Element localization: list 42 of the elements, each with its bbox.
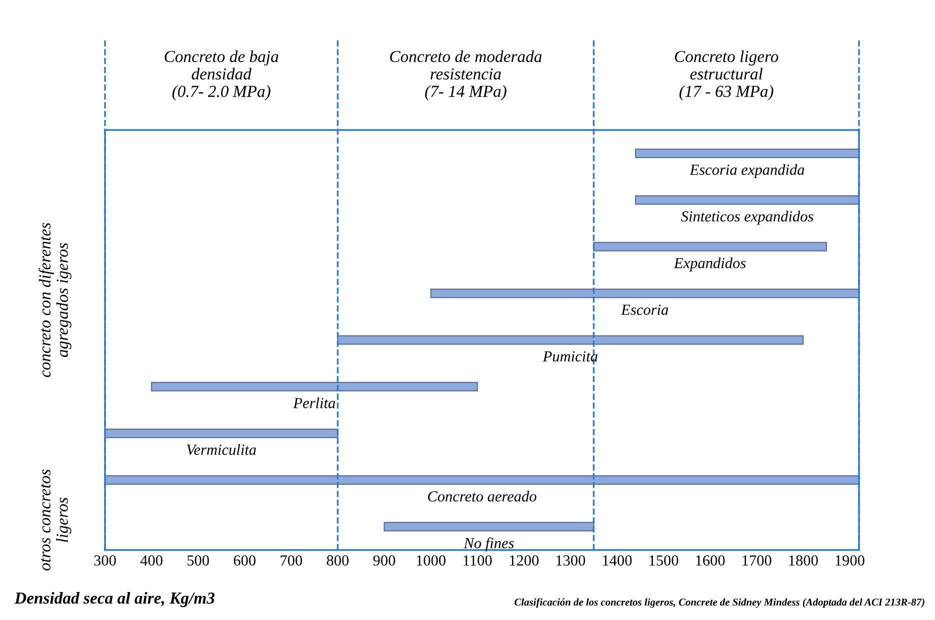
x-tick-label: 700 [280, 555, 302, 566]
x-tick-label: 600 [234, 555, 256, 566]
x-tick-label: 1500 [650, 555, 678, 566]
text: concreto con diferentes agregados igeros [38, 222, 72, 378]
x-tick-label: 1200 [510, 555, 539, 566]
x-tick-label: 800 [326, 555, 349, 566]
bar [384, 522, 594, 532]
x-tick-label: 1000 [416, 555, 446, 566]
bar [105, 428, 338, 438]
text: otros concretos ligeros [40, 470, 72, 570]
y-tick-label: Escoria [620, 304, 668, 315]
x-tick-label: 900 [373, 555, 396, 566]
bar [635, 195, 859, 205]
y-tick-label: Expandidos [674, 257, 746, 272]
x-tick-label: 300 [94, 555, 116, 566]
x-tick-label: 1300 [556, 555, 586, 566]
y-tick-label: Concreto aereado [428, 490, 536, 502]
x-tick-label: 1800 [789, 555, 818, 566]
bar [337, 335, 804, 345]
x-tick-label: 1900 [836, 555, 864, 566]
y-tick-label: No fines [464, 537, 514, 552]
x-axis-title: Densidad seca al aire, Kg/m3 [14, 592, 215, 608]
x-tick-label: 1700 [742, 555, 772, 566]
y-tick-label: Perlita [293, 397, 336, 408]
x-tick-label: 1600 [696, 555, 725, 566]
bar [105, 475, 859, 485]
text: Concreto de moderada resistencia (7- 14 MPa) [390, 50, 542, 100]
y-tick-label: Vermiculita [186, 444, 256, 455]
bar [430, 288, 859, 298]
bar [593, 242, 827, 252]
x-tick-label: 1100 [464, 555, 492, 566]
y-tick-label: Sinteticos expandidos [681, 210, 814, 225]
text: Clasificación de los concretos ligeros, Concrete de Sidney Mindess (Adoptada del ACI 213R-87) [514, 598, 924, 608]
x-tick-label: 500 [188, 555, 209, 566]
x-tick-label: 1400 [603, 555, 632, 566]
y-tick-label: Pumicita [542, 351, 598, 362]
text: Concreto ligero estructural (17 - 63 MPa) [674, 50, 778, 100]
bar [635, 148, 859, 158]
y-tick-label: Escoria expandida [690, 164, 804, 178]
bar [150, 382, 478, 392]
text: Concreto de baja densidad (0.7- 2.0 MPa) [164, 50, 278, 100]
x-tick-label: 400 [140, 555, 162, 566]
